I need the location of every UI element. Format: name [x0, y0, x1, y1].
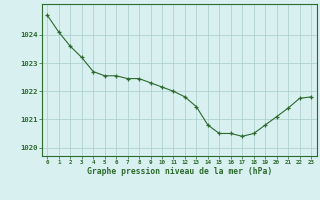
X-axis label: Graphe pression niveau de la mer (hPa): Graphe pression niveau de la mer (hPa) — [87, 167, 272, 176]
